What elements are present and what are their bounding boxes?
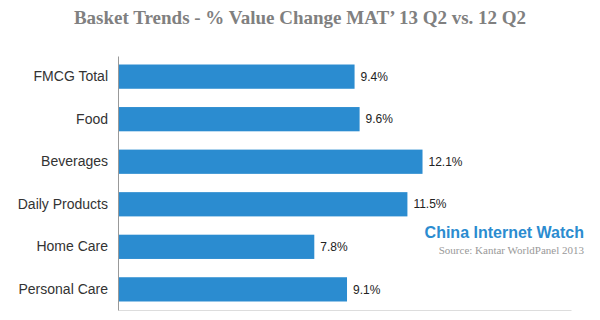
y-tick: Food [76,111,118,127]
y-tick: FMCG Total [34,68,118,84]
plot-area: FMCG Total Food Beverages Daily Products Hom… [18,57,572,311]
y-axis: FMCG Total Food Beverages Daily Products Hom… [18,57,119,311]
y-tick: Personal Care [19,281,119,297]
bar [118,192,407,216]
bar [118,235,314,259]
y-tick-label: Daily Products [18,196,108,212]
bar [118,65,355,89]
data-label: 9.1% [353,283,381,297]
title: Basket Trends - % Value Change MAT’ 13 Q… [74,7,526,28]
bar [118,150,423,174]
data-label: 11.5% [413,197,446,211]
data-labels: 9.4% 9.6% 12.1% 11.5% 7.8% 9.1% [320,70,463,297]
data-label: 9.6% [366,112,394,126]
y-tick: Beverages [41,153,118,169]
y-tick-label: Beverages [41,153,108,169]
y-tick-label: Home Care [36,238,108,254]
annotation: Source: Kantar WorldPanel 2013 [439,244,585,256]
x-axis-line [119,310,572,311]
bar [118,277,347,301]
y-tick-label: FMCG Total [34,68,108,84]
x-axis [119,310,572,311]
data-label: 9.4% [361,70,389,84]
annotation: China Internet Watch [425,224,584,241]
data-label: 12.1% [429,155,463,169]
chart: Basket Trends - % Value Change MAT’ 13 Q… [0,0,600,320]
y-axis-line [118,57,119,311]
bars [118,65,423,302]
y-tick-label: Personal Care [19,281,109,297]
data-label: 7.8% [320,240,348,254]
y-tick: Daily Products [18,196,118,212]
y-tick-label: Food [76,111,108,127]
bar [118,107,360,131]
y-tick: Home Care [36,238,118,254]
